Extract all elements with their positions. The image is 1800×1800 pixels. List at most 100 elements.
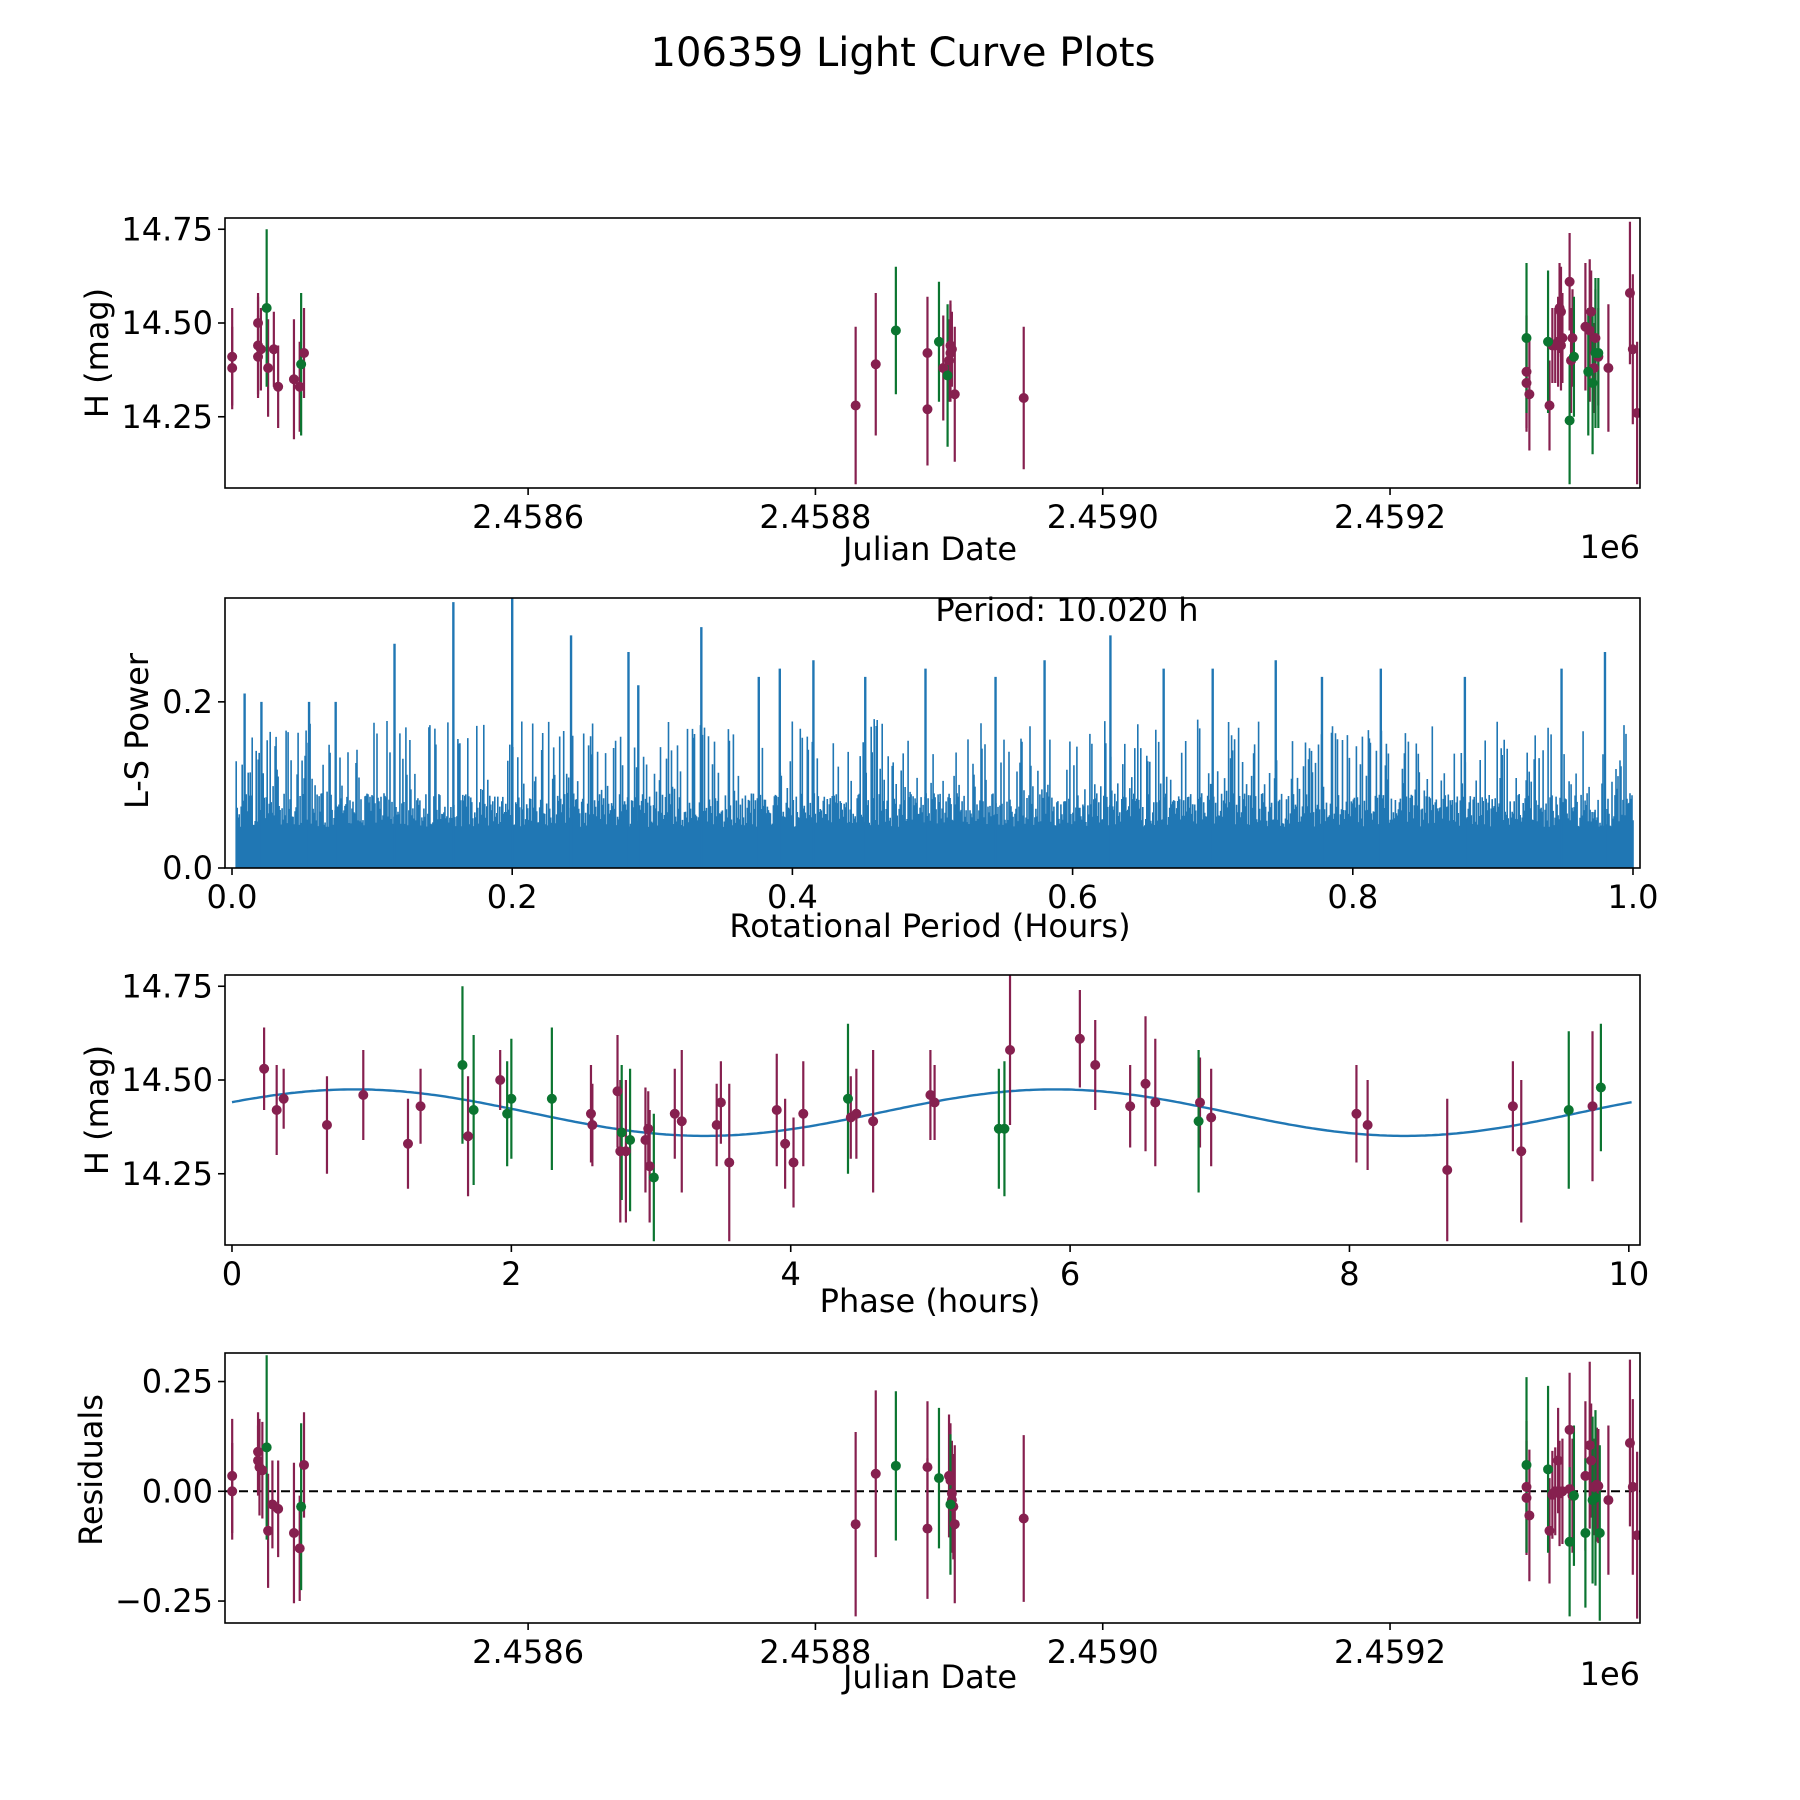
data-point — [1524, 1510, 1535, 1521]
x-tick-label: 0.8 — [1327, 878, 1378, 916]
data-point — [1521, 333, 1532, 343]
data-point — [788, 1157, 799, 1168]
data-point — [922, 1462, 933, 1473]
data-point — [868, 1116, 879, 1127]
data-point — [949, 389, 960, 400]
data-point — [644, 1161, 655, 1172]
data-point — [1524, 389, 1535, 400]
data-point — [1074, 1033, 1085, 1044]
data-point — [945, 1499, 956, 1510]
data-point — [1563, 1105, 1574, 1115]
lightcurve-panel: Julian Date H (mag) 1e6 2.4586 2.4588 2.45… — [78, 210, 1641, 568]
data-point — [1590, 1492, 1601, 1503]
data-point — [942, 370, 953, 381]
data-point — [227, 351, 238, 362]
x-tick-label: 2 — [501, 1255, 521, 1293]
data-point — [1595, 1082, 1606, 1093]
lightcurve-xlabel: Julian Date — [841, 530, 1017, 568]
data-point — [1351, 1108, 1362, 1119]
axes-frame — [224, 974, 1641, 1246]
x-tick-label: 0.2 — [487, 878, 538, 916]
y-tick-label: 0.2 — [162, 683, 213, 721]
x-tick-label: 2.4586 — [472, 498, 584, 536]
data-point — [1624, 288, 1635, 298]
data-point — [296, 359, 307, 370]
data-point — [1018, 393, 1029, 403]
data-point — [1590, 333, 1601, 343]
data-point — [227, 1486, 238, 1497]
y-tick-label: 0.25 — [142, 1363, 213, 1401]
data-points — [227, 221, 1640, 485]
data-point — [259, 1063, 270, 1074]
residuals-offset-label: 1e6 — [1580, 1655, 1640, 1693]
data-point — [1543, 1464, 1554, 1475]
data-point — [1018, 1513, 1029, 1524]
data-point — [1586, 1455, 1597, 1466]
data-point — [612, 1086, 623, 1097]
data-point — [263, 1525, 274, 1536]
data-point — [850, 1519, 861, 1530]
data-point — [1555, 306, 1566, 317]
data-point — [1521, 1492, 1532, 1503]
phased-xlabel: Phase (hours) — [820, 1282, 1041, 1320]
data-point — [715, 1097, 726, 1108]
data-point — [1516, 1146, 1527, 1157]
data-point — [468, 1105, 479, 1115]
data-point — [780, 1138, 791, 1149]
periodogram-panel: Rotational Period (Hours) L-S Power Peri… — [118, 591, 1658, 945]
y-tick-label: 14.25 — [121, 398, 213, 436]
data-point — [724, 1157, 735, 1168]
data-point — [495, 1075, 506, 1085]
data-point — [1593, 348, 1604, 358]
data-point — [294, 381, 305, 392]
x-tick-label: 2.4592 — [1334, 1633, 1446, 1671]
data-point — [227, 363, 238, 373]
x-tick-label: 8 — [1339, 1255, 1359, 1293]
data-point — [1507, 1101, 1518, 1112]
data-point — [949, 1519, 960, 1530]
data-point — [502, 1108, 513, 1119]
data-point — [278, 1093, 289, 1104]
data-point — [1593, 1481, 1604, 1492]
data-point — [999, 1123, 1010, 1134]
data-point — [929, 1097, 940, 1108]
periodogram-lines — [235, 598, 1634, 868]
x-tick-label: 2.4590 — [1047, 1633, 1159, 1671]
data-point — [253, 351, 264, 362]
y-tick-label: 14.50 — [121, 304, 213, 342]
data-point — [1580, 1528, 1591, 1538]
x-tick-label: 1.0 — [1608, 878, 1659, 916]
data-points — [259, 975, 1606, 1242]
data-point — [1587, 1101, 1598, 1112]
data-point — [1544, 400, 1555, 411]
data-point — [944, 355, 955, 366]
data-point — [296, 1501, 307, 1512]
y-tick-label: 14.25 — [121, 1155, 213, 1193]
data-point — [257, 1465, 268, 1476]
data-point — [925, 1090, 936, 1100]
x-tick-label: 0.6 — [1047, 878, 1098, 916]
phased-ylabel: H (mag) — [78, 1045, 116, 1175]
x-tick-label: 10 — [1608, 1255, 1649, 1293]
y-tick-label: 0.00 — [142, 1472, 213, 1510]
data-point — [643, 1123, 654, 1134]
data-point — [648, 1172, 659, 1183]
data-point — [1150, 1097, 1161, 1108]
data-point — [1521, 1459, 1532, 1470]
data-point — [1521, 378, 1532, 388]
data-point — [620, 1146, 631, 1157]
data-point — [253, 1446, 264, 1457]
data-point — [1632, 1530, 1640, 1541]
x-tick-label: 6 — [1060, 1255, 1080, 1293]
x-tick-label: 2.4592 — [1334, 498, 1446, 536]
data-point — [288, 1528, 299, 1538]
data-point — [1564, 1536, 1575, 1547]
data-point — [227, 1470, 238, 1481]
period-annotation: Period: 10.020 h — [935, 591, 1198, 629]
data-point — [890, 1460, 901, 1471]
phased-panel: Phase (hours) H (mag) 0 2 4 6 8 10 14.25 14.50 1… — [78, 967, 1649, 1320]
data-point — [1544, 1525, 1555, 1536]
data-point — [261, 1442, 272, 1453]
data-point — [294, 1543, 305, 1554]
